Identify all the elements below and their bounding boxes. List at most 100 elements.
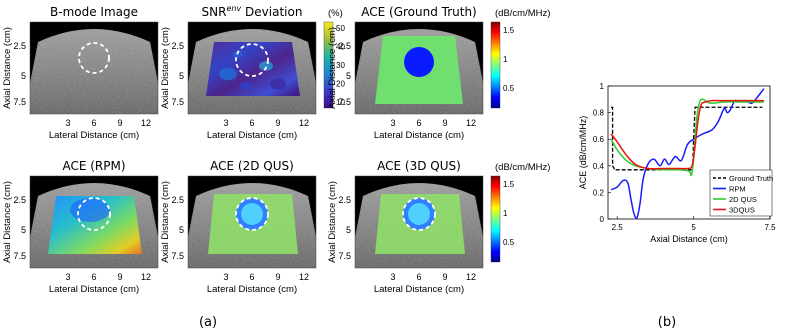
rpm-low-region	[70, 198, 110, 222]
colorbar-tick: 1.5	[503, 26, 515, 35]
y-tick-label: 2.5	[171, 195, 184, 205]
x-tick-label: 6	[416, 272, 421, 282]
panel-title: ACE (2D QUS)	[210, 159, 294, 173]
x-axis-label: Lateral Distance (cm)	[207, 130, 297, 141]
image-panel-5: ACE (2D QUS) 3 6 9 12 2.5 5 7.5 Lateral Distance…	[160, 159, 317, 295]
x-tick-label: 3	[223, 118, 228, 128]
image-panel-1: B-mode Image 3 6 9 12 2.5 5 7.5 Lateral Distance…	[2, 5, 159, 141]
colorbar-tick: 50	[336, 24, 345, 33]
image-frame	[29, 175, 159, 269]
panel-title-main: ACE (3D QUS)	[377, 159, 461, 173]
y-tick-label: 7.5	[338, 97, 351, 107]
y-axis-label: Axial Distance (cm)	[2, 27, 13, 109]
legend-entry: 3DQUS	[729, 206, 755, 215]
image-frame	[187, 21, 317, 115]
x-axis-label: Axial Distance (cm)	[650, 234, 728, 244]
panel-title: ACE (3D QUS)	[377, 159, 461, 173]
colorbar-tick: 0.5	[503, 238, 515, 247]
x-tick-label: 6	[91, 272, 96, 282]
x-tick-label: 7.5	[764, 223, 776, 232]
x-tick-label: 3	[65, 272, 70, 282]
subfigure-label-a: (a)	[199, 315, 217, 330]
bmode-sector	[30, 29, 158, 114]
snr-blob	[240, 81, 252, 91]
y-tick-label: 5	[346, 71, 351, 81]
y-tick-label: 5	[21, 71, 26, 81]
snr-blob	[259, 61, 273, 71]
x-tick-label: 12	[141, 272, 151, 282]
panel-title-main: ACE (Ground Truth)	[361, 5, 477, 19]
colorbar-unit: (dB/cm/MHz)	[495, 162, 550, 173]
x-tick-label: 9	[442, 118, 447, 128]
y-tick-label: 5	[179, 225, 184, 235]
x-axis-label: Lateral Distance (cm)	[207, 284, 297, 295]
panel-title: SNRenv Deviation	[202, 4, 303, 19]
legend-entry: 2D QUS	[729, 195, 757, 204]
y-tick-label: 2.5	[171, 41, 184, 51]
colorbar-tick: 1	[503, 209, 508, 218]
image-panel-2: SNRenv Deviation 3 6 9 12 2.5 5 7.5 Lateral Dist…	[160, 4, 345, 141]
y-tick-label: 2.5	[338, 195, 351, 205]
series-line-3	[610, 99, 764, 170]
colorbar-tick: 1	[503, 55, 508, 64]
y-tick-label: 0.2	[593, 188, 605, 197]
y-tick-label: 5	[21, 225, 26, 235]
colorbar	[490, 175, 501, 263]
y-axis-label: ACE (dB/cm/MHz)	[578, 116, 588, 190]
x-tick-label: 9	[442, 272, 447, 282]
inclusion-outline-dashed	[77, 197, 111, 231]
x-axis-label: Lateral Distance (cm)	[374, 130, 464, 141]
x-tick-label: 3	[223, 272, 228, 282]
snr-blob	[270, 78, 286, 90]
panel-title: B-mode Image	[50, 5, 138, 19]
x-tick-label: 9	[275, 118, 280, 128]
image-panel-3: ACE (Ground Truth) 3 6 9 12 2.5 5 7.5 Lateral Di…	[327, 5, 550, 141]
y-tick-label: 2.5	[13, 41, 26, 51]
panel-title-main: SNR	[202, 5, 227, 19]
y-tick-label: 7.5	[13, 97, 26, 107]
y-axis-label: Axial Distance (cm)	[160, 27, 171, 109]
y-tick-label: 0	[600, 215, 605, 224]
panel-title-superscript: env	[226, 4, 241, 13]
inclusion-core	[241, 203, 263, 225]
panel-title: ACE (RPM)	[62, 159, 125, 173]
panel-title-rest: Deviation	[241, 5, 302, 19]
x-tick-label: 6	[249, 118, 254, 128]
x-axis-label: Lateral Distance (cm)	[49, 284, 139, 295]
colorbar-tick: 40	[336, 43, 345, 52]
x-tick-label: 3	[390, 272, 395, 282]
legend-entry: RPM	[729, 185, 746, 194]
image-frame	[354, 175, 484, 269]
panel-title-main: ACE (2D QUS)	[210, 159, 294, 173]
colorbar-tick: 20	[336, 80, 345, 89]
x-tick-label: 6	[416, 118, 421, 128]
y-tick-label: 7.5	[171, 97, 184, 107]
x-tick-label: 12	[299, 272, 309, 282]
colorbar-tick: 10	[336, 98, 345, 107]
y-axis-label: Axial Distance (cm)	[327, 27, 338, 109]
y-axis-label: Axial Distance (cm)	[160, 181, 171, 263]
colorbar-tick: 1.5	[503, 180, 515, 189]
x-axis-label: Lateral Distance (cm)	[374, 284, 464, 295]
inclusion-outline-dashed	[78, 42, 110, 74]
x-tick-label: 12	[466, 118, 476, 128]
x-tick-label: 9	[117, 118, 122, 128]
image-frame	[354, 21, 484, 115]
y-tick-label: 7.5	[171, 251, 184, 261]
x-tick-label: 3	[390, 118, 395, 128]
y-tick-label: 0.8	[593, 109, 605, 118]
legend-entry: Ground Truth	[729, 174, 773, 183]
y-tick-label: 7.5	[13, 251, 26, 261]
ground-truth-inclusion	[404, 47, 434, 77]
colorbar-unit: (dB/cm/MHz)	[495, 8, 550, 19]
image-frame	[29, 21, 159, 115]
y-axis-label: Axial Distance (cm)	[2, 181, 13, 263]
y-tick-label: 0.6	[593, 135, 605, 144]
y-tick-label: 5	[179, 71, 184, 81]
image-panel-4: ACE (RPM) 3 6 9 12 2.5 5 7.5 Lateral Distance (c…	[2, 159, 159, 295]
image-frame	[187, 175, 317, 269]
panel-title-main: ACE (RPM)	[62, 159, 125, 173]
series-line-2	[610, 98, 764, 177]
colorbar-unit: (%)	[328, 8, 343, 19]
